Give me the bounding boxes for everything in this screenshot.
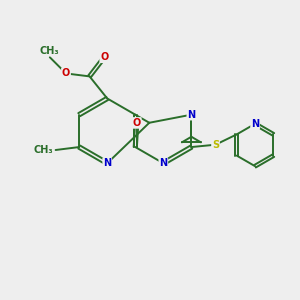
Text: O: O — [100, 52, 108, 62]
Text: O: O — [133, 118, 141, 128]
Text: O: O — [62, 68, 70, 78]
Text: N: N — [251, 119, 259, 129]
Text: S: S — [212, 140, 219, 150]
Text: CH₃: CH₃ — [40, 46, 60, 56]
Text: N: N — [159, 158, 167, 168]
Text: N: N — [103, 158, 111, 168]
Text: N: N — [187, 110, 195, 120]
Text: CH₃: CH₃ — [33, 145, 53, 155]
